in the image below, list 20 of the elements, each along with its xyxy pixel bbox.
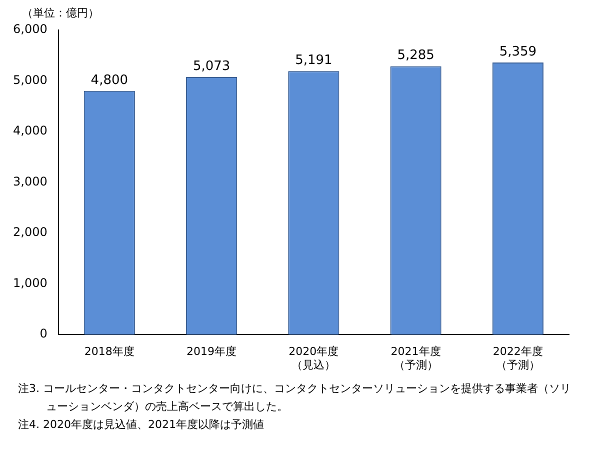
y-tick-label: 4,000: [12, 124, 48, 138]
data-label: 5,191: [295, 52, 332, 68]
data-label: 5,359: [499, 44, 537, 60]
data-label: 5,073: [192, 58, 230, 74]
text: 注3. コールセンター・コンタクトセンター向けに、コンタクトセンターソリューションを提供する事業者（ソリューションベンダ）の売上高ベースで算出した。: [18, 381, 572, 415]
y-tick-label: 1,000: [12, 276, 48, 290]
y-axis-title: （単位：億円）: [22, 6, 99, 20]
x-tick-label: 2020年度（見込）: [288, 345, 339, 372]
y-tick-label: 3,000: [12, 174, 48, 188]
data-label: 4,800: [90, 72, 128, 88]
x-tick-label: 2021年度（予測）: [390, 345, 441, 372]
y-tick-label: 2,000: [12, 225, 48, 240]
text: 注4. 2020年度は見込値、2021年度以降は予測値: [18, 417, 265, 433]
y-tick-label: 5,000: [12, 72, 48, 87]
y-tick-label: 0: [40, 326, 48, 341]
y-tick-label: 6,000: [12, 22, 48, 36]
x-tick-label: 2018年度: [84, 345, 134, 358]
data-label: 5,285: [397, 48, 434, 64]
x-tick-label: 2022年度（予測）: [492, 345, 543, 372]
x-tick-label: 2019年度: [186, 345, 237, 358]
